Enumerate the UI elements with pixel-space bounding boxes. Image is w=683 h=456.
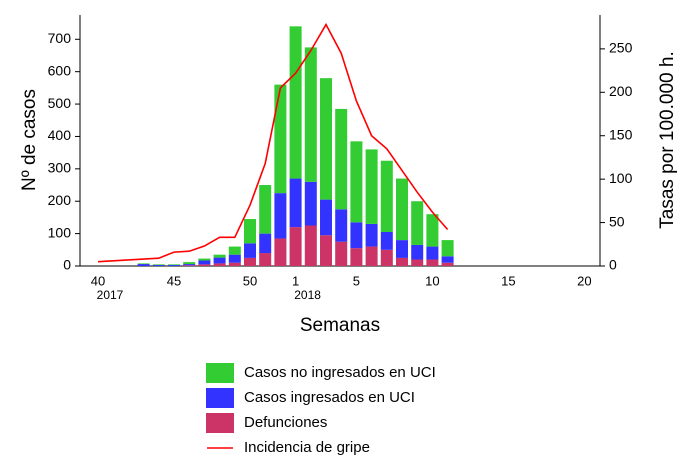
bar-segment bbox=[320, 199, 332, 236]
bar-segment bbox=[198, 260, 211, 265]
bar-segment bbox=[274, 193, 287, 239]
y2-tick-label: 0 bbox=[609, 257, 617, 273]
bar-segment bbox=[411, 259, 424, 266]
bar-segment bbox=[320, 78, 332, 200]
bar-segment bbox=[441, 256, 454, 263]
bar-segment bbox=[441, 240, 454, 257]
x-tick-label: 1 bbox=[292, 273, 299, 288]
x-tick-label: 10 bbox=[425, 273, 439, 288]
bar-segment bbox=[396, 240, 408, 258]
bar-segment bbox=[304, 47, 317, 182]
bar-segment bbox=[259, 185, 272, 234]
y-tick-label: 200 bbox=[48, 192, 72, 208]
year-label: 2017 bbox=[97, 288, 124, 302]
x-axis-label: Semanas bbox=[300, 315, 380, 336]
bar-segment bbox=[380, 249, 393, 266]
bar-segment bbox=[213, 257, 226, 264]
bar-segment bbox=[335, 108, 348, 210]
bar-segment bbox=[380, 231, 393, 250]
bar-segment bbox=[396, 178, 408, 241]
bar-segment bbox=[152, 265, 165, 266]
bar-segment bbox=[320, 235, 332, 266]
legend-swatch bbox=[206, 363, 234, 383]
x-tick-label: 15 bbox=[501, 273, 515, 288]
bar-segment bbox=[304, 181, 317, 226]
x-tick-label: 20 bbox=[577, 273, 591, 288]
x-tick-label: 45 bbox=[167, 273, 181, 288]
bar-segment bbox=[365, 246, 378, 266]
y-tick-label: 100 bbox=[48, 224, 72, 240]
bar-segment bbox=[198, 258, 211, 261]
bar-segment bbox=[411, 201, 424, 245]
bar-segment bbox=[228, 262, 241, 266]
bar-segment bbox=[350, 248, 363, 266]
bar-segment bbox=[244, 243, 256, 258]
y2-tick-label: 250 bbox=[609, 40, 633, 56]
bar-segment bbox=[198, 264, 211, 266]
y2-tick-label: 50 bbox=[609, 213, 625, 229]
x-tick-label: 50 bbox=[243, 273, 257, 288]
bar-segment bbox=[168, 264, 180, 266]
y2-tick-label: 150 bbox=[609, 126, 633, 142]
bar-segment bbox=[304, 225, 317, 266]
legend-label: Casos ingresados en UCI bbox=[244, 389, 415, 406]
legend-label: Defunciones bbox=[244, 414, 327, 431]
bar-segment bbox=[380, 160, 393, 232]
y2-tick-label: 100 bbox=[609, 170, 633, 186]
bar-segment bbox=[411, 244, 424, 260]
y-axis-label: Nº de casos bbox=[19, 89, 40, 191]
y-tick-label: 700 bbox=[48, 30, 72, 46]
y-tick-label: 600 bbox=[48, 62, 72, 78]
legend-label: Incidencia de gripe bbox=[244, 439, 370, 456]
line bbox=[97, 22, 449, 263]
bar-segment bbox=[137, 263, 150, 265]
bar-segment bbox=[259, 233, 272, 254]
legend-swatch bbox=[206, 388, 234, 408]
bar-segment bbox=[213, 263, 226, 266]
year-label: 2018 bbox=[294, 288, 321, 302]
y-tick-label: 300 bbox=[48, 160, 72, 176]
bar-segment bbox=[183, 264, 196, 266]
bar-segment bbox=[441, 262, 454, 266]
bar-segment bbox=[274, 238, 287, 266]
y2-tick-label: 200 bbox=[609, 83, 633, 99]
bar-segment bbox=[426, 214, 439, 247]
bar-segment bbox=[228, 254, 241, 263]
bar-segment bbox=[183, 265, 196, 266]
legend-label: Casos no ingresados en UCI bbox=[244, 364, 436, 381]
bar-segment bbox=[244, 219, 256, 244]
bar-segment bbox=[213, 254, 226, 258]
x-tick-label: 5 bbox=[353, 273, 360, 288]
y-tick-label: 400 bbox=[48, 127, 72, 143]
bar-segment bbox=[289, 26, 302, 179]
x-tick-label: 40 bbox=[91, 273, 105, 288]
bar-segment bbox=[335, 241, 348, 266]
bar-segment bbox=[426, 259, 439, 266]
bar-segment bbox=[426, 246, 439, 260]
legend-swatch bbox=[206, 413, 234, 433]
bar-segment bbox=[137, 264, 150, 266]
bar-segment bbox=[274, 84, 287, 194]
y2-axis-label: Tasas por 100.000 h. bbox=[657, 51, 678, 228]
y-tick-label: 0 bbox=[63, 257, 71, 273]
bar-segment bbox=[365, 149, 378, 224]
bar-segment bbox=[365, 223, 378, 247]
bar-segment bbox=[289, 178, 302, 228]
bar-segment bbox=[168, 265, 180, 266]
bar-segment bbox=[350, 222, 363, 249]
bar-segment bbox=[183, 262, 196, 265]
bar-segment bbox=[335, 209, 348, 242]
bar-segment bbox=[152, 264, 165, 266]
bar-segment bbox=[259, 253, 272, 266]
bar-segment bbox=[228, 246, 241, 255]
bar-segment bbox=[244, 257, 256, 266]
bar-segment bbox=[396, 257, 408, 266]
bar-segment bbox=[350, 141, 363, 223]
bar-segment bbox=[289, 227, 302, 266]
y-tick-label: 500 bbox=[48, 95, 72, 111]
